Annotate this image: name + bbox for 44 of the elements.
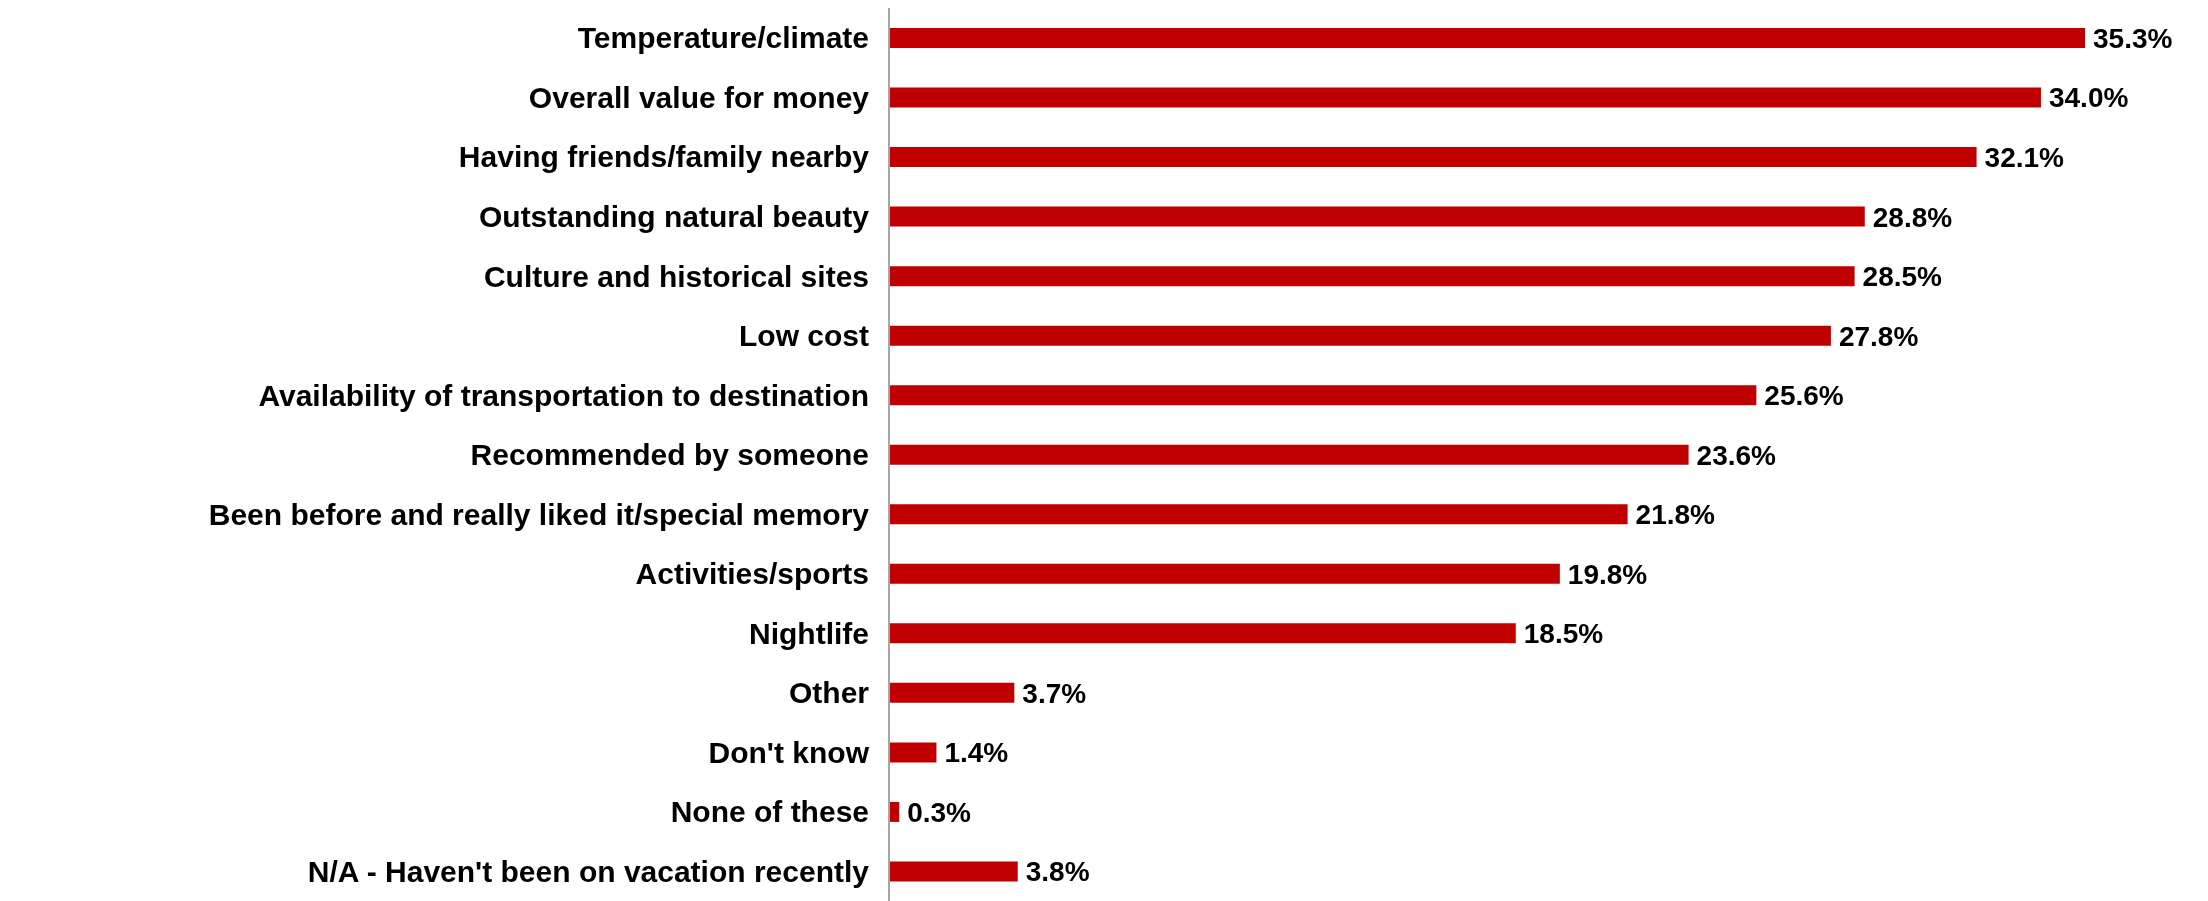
bar <box>889 266 1855 287</box>
y-tick-label: Nightlife <box>749 616 869 650</box>
bar <box>889 28 2085 48</box>
bar <box>889 682 1015 703</box>
y-tick-label: Outstanding natural beauty <box>478 200 870 234</box>
y-tick-label: Low cost <box>738 319 869 353</box>
data-label: 23.6% <box>1696 439 1777 471</box>
data-label: 34.0% <box>2048 82 2129 114</box>
data-label: 25.6% <box>1764 380 1844 412</box>
y-tick-label: Other <box>788 676 870 710</box>
data-label: 32.1% <box>1984 142 2065 174</box>
data-label: 35.3% <box>2093 22 2173 54</box>
bar <box>889 444 1689 465</box>
data-label: 3.7% <box>1022 677 1087 709</box>
y-tick-label: N/A - Haven't been on vacation recently <box>307 854 870 888</box>
y-tick-label: Culture and historical sites <box>483 259 869 293</box>
y-tick-label: Availability of transportation to destination <box>258 378 869 412</box>
data-label: 0.3% <box>907 796 972 828</box>
data-label: 19.8% <box>1567 558 1648 590</box>
data-label: 1.4% <box>944 737 1009 769</box>
y-tick-label: Having friends/family nearby <box>458 140 870 174</box>
data-label: 28.5% <box>1862 261 1943 293</box>
y-tick-label: Been before and really liked it/special memory <box>208 497 870 531</box>
bar <box>889 147 1977 168</box>
bar <box>889 742 937 763</box>
bar <box>889 87 2041 108</box>
data-label: 27.8% <box>1838 320 1919 352</box>
y-tick-label: Activities/sports <box>635 557 869 591</box>
bar <box>889 563 1560 584</box>
bar <box>889 623 1516 644</box>
data-label: 21.8% <box>1635 499 1716 531</box>
bar <box>889 385 1757 406</box>
bar <box>889 504 1628 525</box>
y-tick-label: Recommended by someone <box>470 438 869 472</box>
data-label: 18.5% <box>1523 618 1604 650</box>
data-label: 3.8% <box>1025 856 1090 888</box>
bar <box>889 325 1831 346</box>
y-tick-label: None of these <box>670 795 869 829</box>
y-tick-label: Temperature/climate <box>577 21 869 55</box>
bar <box>889 206 1865 227</box>
bar <box>889 861 1018 882</box>
y-tick-label: Overall value for money <box>528 80 870 114</box>
y-tick-label: Don't know <box>708 735 870 769</box>
data-label: 28.8% <box>1872 201 1953 233</box>
